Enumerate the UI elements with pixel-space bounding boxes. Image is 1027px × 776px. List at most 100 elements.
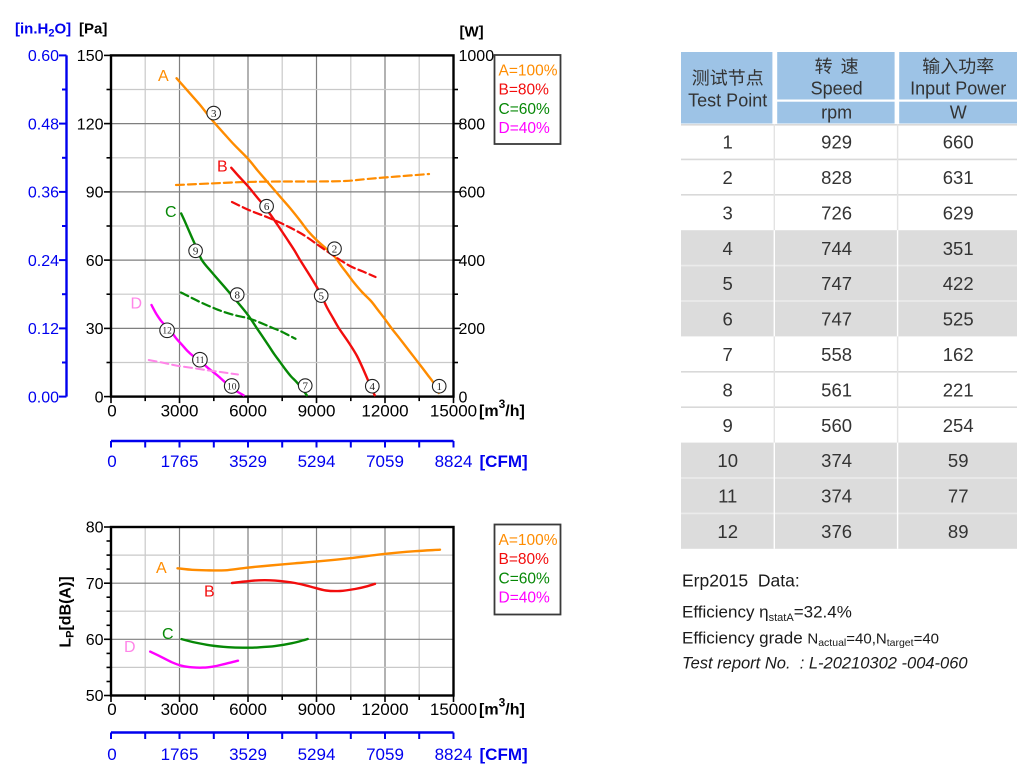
svg-text:11: 11 <box>195 356 204 366</box>
svg-text:7059: 7059 <box>366 452 404 471</box>
svg-text:150: 150 <box>77 48 104 65</box>
svg-text:600: 600 <box>459 185 486 202</box>
svg-text:376: 376 <box>821 521 852 542</box>
svg-text:0.60: 0.60 <box>28 48 59 65</box>
svg-text:631: 631 <box>943 167 974 188</box>
svg-text:60: 60 <box>86 632 104 649</box>
svg-text:60: 60 <box>86 253 104 270</box>
svg-text:LP[dB(A)]: LP[dB(A)] <box>58 576 77 647</box>
svg-text:[m3/h]: [m3/h] <box>479 397 525 420</box>
svg-text:0.00: 0.00 <box>28 389 59 406</box>
svg-text:80: 80 <box>86 520 104 537</box>
svg-text:9000: 9000 <box>298 401 336 420</box>
svg-text:629: 629 <box>943 202 974 223</box>
svg-text:0: 0 <box>107 401 116 420</box>
svg-text:[Pa]: [Pa] <box>79 21 107 38</box>
svg-text:3: 3 <box>211 108 217 120</box>
svg-text:1765: 1765 <box>161 745 199 764</box>
svg-text:C=60%: C=60% <box>499 570 550 587</box>
svg-text:12000: 12000 <box>361 401 408 420</box>
svg-text:561: 561 <box>821 379 852 400</box>
svg-text:Test report No. : L-20210302: Test report No. : L-20210302 -004-060 <box>682 655 968 673</box>
svg-text:5: 5 <box>723 273 733 294</box>
svg-text:1: 1 <box>723 132 733 153</box>
svg-text:Input Power: Input Power <box>910 78 1006 98</box>
svg-text:A=100%: A=100% <box>499 62 558 79</box>
svg-text:Speed: Speed <box>811 78 863 98</box>
svg-text:D: D <box>124 639 136 656</box>
svg-text:9000: 9000 <box>298 700 336 719</box>
svg-text:3000: 3000 <box>161 700 199 719</box>
svg-text:70: 70 <box>86 576 104 593</box>
svg-text:0.24: 0.24 <box>28 253 59 270</box>
svg-text:B: B <box>204 584 215 601</box>
svg-text:800: 800 <box>459 116 486 133</box>
svg-text:Erp2015 Data:: Erp2015 Data: <box>682 571 800 591</box>
svg-text:200: 200 <box>459 321 486 338</box>
svg-text:2: 2 <box>723 167 733 188</box>
svg-text:rpm: rpm <box>821 103 852 123</box>
svg-text:6: 6 <box>264 201 270 213</box>
svg-text:B=80%: B=80% <box>499 82 550 99</box>
svg-text:0.48: 0.48 <box>28 116 59 133</box>
svg-text:4: 4 <box>370 381 376 393</box>
svg-text:374: 374 <box>821 450 852 471</box>
svg-text:374: 374 <box>821 486 852 507</box>
svg-text:422: 422 <box>943 273 974 294</box>
svg-text:0.12: 0.12 <box>28 321 59 338</box>
svg-text:A: A <box>158 68 169 85</box>
svg-text:0.36: 0.36 <box>28 185 59 202</box>
svg-text:B: B <box>217 159 228 176</box>
svg-text:929: 929 <box>821 132 852 153</box>
svg-text:2: 2 <box>332 244 338 256</box>
svg-text:[CFM]: [CFM] <box>480 452 528 471</box>
svg-text:90: 90 <box>86 185 104 202</box>
svg-text:3: 3 <box>723 202 733 223</box>
svg-text:7: 7 <box>302 381 308 393</box>
svg-text:D=40%: D=40% <box>499 590 550 607</box>
svg-text:B=80%: B=80% <box>499 551 550 568</box>
svg-text:12: 12 <box>717 521 738 542</box>
svg-text:0: 0 <box>459 389 468 406</box>
svg-text:D=40%: D=40% <box>499 120 550 137</box>
svg-text:12: 12 <box>162 327 172 337</box>
svg-text:Test Point: Test Point <box>688 91 767 111</box>
svg-text:8824: 8824 <box>435 745 473 764</box>
svg-text:10: 10 <box>227 382 237 392</box>
svg-text:5: 5 <box>318 291 324 303</box>
svg-text:4: 4 <box>723 238 733 259</box>
svg-text:C: C <box>162 626 174 643</box>
svg-text:726: 726 <box>821 202 852 223</box>
svg-text:D: D <box>131 296 143 313</box>
svg-text:7: 7 <box>723 344 733 365</box>
svg-text:1000: 1000 <box>459 48 495 65</box>
svg-text:15000: 15000 <box>430 401 477 420</box>
svg-text:744: 744 <box>821 238 852 259</box>
svg-text:5294: 5294 <box>298 452 336 471</box>
svg-text:[CFM]: [CFM] <box>480 745 528 764</box>
svg-text:10: 10 <box>717 450 738 471</box>
svg-text:[in.H2O]: [in.H2O] <box>15 21 71 40</box>
svg-text:3529: 3529 <box>229 452 267 471</box>
svg-text:C: C <box>165 204 177 221</box>
svg-text:828: 828 <box>821 167 852 188</box>
svg-text:A=100%: A=100% <box>499 532 558 549</box>
svg-text:[m3/h]: [m3/h] <box>479 696 525 719</box>
svg-text:8: 8 <box>723 379 733 400</box>
svg-text:558: 558 <box>821 344 852 365</box>
svg-text:525: 525 <box>943 309 974 330</box>
svg-text:89: 89 <box>948 521 969 542</box>
svg-text:560: 560 <box>821 415 852 436</box>
svg-text:1765: 1765 <box>161 452 199 471</box>
svg-text:3529: 3529 <box>229 745 267 764</box>
svg-text:A: A <box>156 560 167 577</box>
svg-text:0: 0 <box>107 745 116 764</box>
svg-text:30: 30 <box>86 321 104 338</box>
svg-text:3000: 3000 <box>161 401 199 420</box>
svg-text:C=60%: C=60% <box>499 101 550 118</box>
svg-text:77: 77 <box>948 486 969 507</box>
svg-text:12000: 12000 <box>361 700 408 719</box>
svg-text:400: 400 <box>459 253 486 270</box>
svg-text:8: 8 <box>234 290 240 302</box>
svg-text:254: 254 <box>943 415 974 436</box>
